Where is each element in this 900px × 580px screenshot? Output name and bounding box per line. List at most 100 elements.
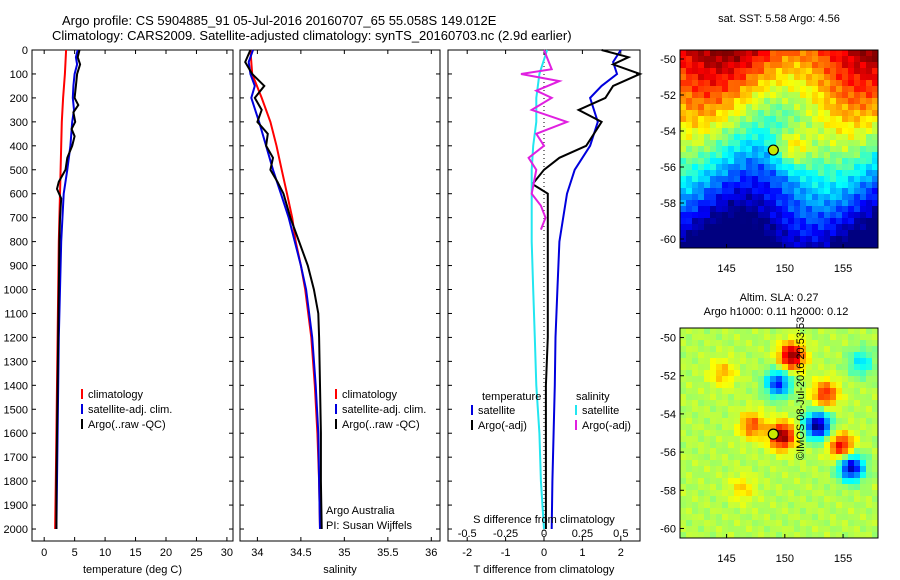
heatmap-cell	[854, 412, 861, 419]
heatmap-cell	[686, 430, 693, 437]
heatmap-cell	[824, 152, 831, 159]
heatmap-cell	[680, 328, 687, 335]
heatmap-cell	[728, 170, 735, 177]
heatmap-cell	[680, 400, 687, 407]
heatmap-cell	[758, 514, 765, 521]
heatmap-cell	[764, 68, 771, 75]
heatmap-cell	[758, 152, 765, 159]
heatmap-cell	[818, 62, 825, 69]
heatmap-cell	[824, 140, 831, 147]
heatmap-cell	[788, 236, 795, 243]
heatmap-cell	[710, 134, 717, 141]
heatmap-cell	[830, 206, 837, 213]
heatmap-cell	[794, 98, 801, 105]
heatmap-cell	[770, 532, 777, 538]
heatmap-cell	[854, 230, 861, 237]
heatmap-cell	[728, 442, 735, 449]
heatmap-cell	[812, 50, 819, 57]
heatmap-cell	[818, 502, 825, 509]
heatmap-cell	[746, 436, 753, 443]
heatmap-cell	[848, 218, 855, 225]
heatmap-cell	[824, 352, 831, 359]
heatmap-cell	[866, 194, 873, 201]
heatmap-cell	[860, 526, 867, 533]
heatmap-cell	[848, 340, 855, 347]
heatmap-cell	[836, 466, 843, 473]
heatmap-cell	[782, 68, 789, 75]
heatmap-cell	[758, 412, 765, 419]
heatmap-cell	[788, 412, 795, 419]
heatmap-cell	[776, 460, 783, 467]
heatmap-cell	[818, 412, 825, 419]
heatmap-cell	[788, 496, 795, 503]
heatmap-cell	[770, 116, 777, 123]
heatmap-cell	[722, 80, 729, 87]
heatmap-cell	[746, 110, 753, 117]
heatmap-cell	[842, 358, 849, 365]
heatmap-cell	[818, 406, 825, 413]
heatmap-cell	[710, 224, 717, 231]
heatmap-cell	[710, 460, 717, 467]
heatmap-cell	[830, 478, 837, 485]
heatmap-cell	[818, 110, 825, 117]
map-y-tick-label: -50	[660, 54, 676, 66]
heatmap-cell	[776, 92, 783, 99]
heatmap-cell	[830, 502, 837, 509]
heatmap-cell	[782, 412, 789, 419]
heatmap-cell	[788, 164, 795, 171]
heatmap-cell	[692, 442, 699, 449]
heatmap-cell	[716, 122, 723, 129]
heatmap-cell	[842, 98, 849, 105]
heatmap-cell	[848, 430, 855, 437]
heatmap-cell	[716, 340, 723, 347]
heatmap-cell	[848, 62, 855, 69]
heatmap-cell	[758, 490, 765, 497]
heatmap-cell	[692, 122, 699, 129]
heatmap-cell	[824, 56, 831, 63]
heatmap-cell	[728, 466, 735, 473]
heatmap-cell	[818, 400, 825, 407]
heatmap-cell	[716, 382, 723, 389]
heatmap-cell	[740, 454, 747, 461]
heatmap-cell	[836, 448, 843, 455]
heatmap-cell	[698, 442, 705, 449]
heatmap-cell	[764, 328, 771, 335]
heatmap-cell	[824, 236, 831, 243]
heatmap-cell	[764, 104, 771, 111]
heatmap-cell	[764, 418, 771, 425]
heatmap-cell	[740, 448, 747, 455]
heatmap-cell	[830, 358, 837, 365]
legend-label: Argo(-adj)	[582, 420, 631, 432]
heatmap-cell	[854, 134, 861, 141]
heatmap-cell	[716, 418, 723, 425]
heatmap-cell	[854, 400, 861, 407]
y-tick-label: 100	[10, 69, 28, 81]
heatmap-cell	[746, 68, 753, 75]
x2-axis-label: S difference from climatology	[473, 514, 615, 526]
heatmap-cell	[704, 526, 711, 533]
heatmap-cell	[728, 508, 735, 515]
heatmap-cell	[746, 454, 753, 461]
heatmap-cell	[848, 182, 855, 189]
heatmap-cell	[758, 194, 765, 201]
heatmap-cell	[698, 68, 705, 75]
heatmap-cell	[716, 128, 723, 135]
heatmap-cell	[716, 430, 723, 437]
heatmap-cell	[836, 418, 843, 425]
heatmap-cell	[680, 206, 687, 213]
heatmap-cell	[782, 62, 789, 69]
heatmap-cell	[788, 448, 795, 455]
heatmap-cell	[854, 334, 861, 341]
heatmap-cell	[830, 388, 837, 395]
heatmap-cell	[728, 358, 735, 365]
heatmap-cell	[692, 62, 699, 69]
heatmap-cell	[746, 364, 753, 371]
heatmap-cell	[842, 454, 849, 461]
heatmap-cell	[812, 406, 819, 413]
heatmap-cell	[860, 514, 867, 521]
plot-frame	[447, 49, 641, 542]
heatmap-cell	[752, 520, 759, 527]
heatmap-cell	[794, 170, 801, 177]
heatmap-cell	[686, 212, 693, 219]
heatmap-cell	[836, 460, 843, 467]
